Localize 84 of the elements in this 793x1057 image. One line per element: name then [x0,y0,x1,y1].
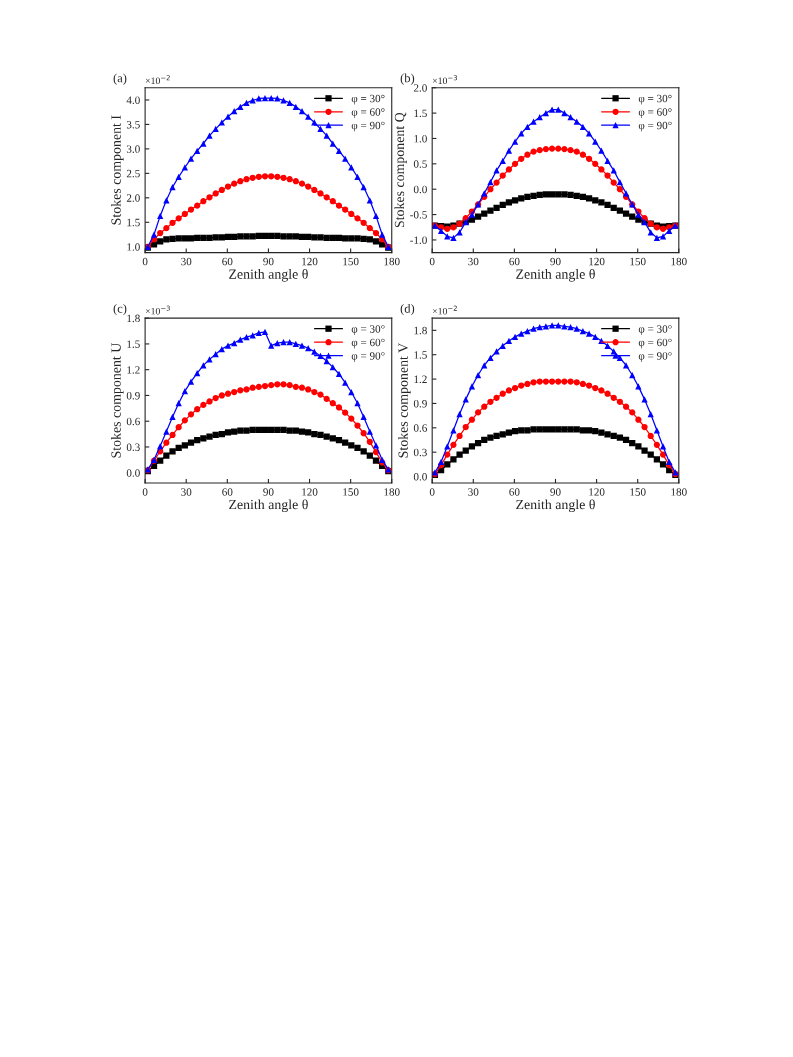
y-tick-label: 0.9 [126,391,140,400]
legend-label: φ = 90° [638,121,672,132]
y-tick-label: 0.5 [413,160,427,168]
x-tick-label: 150 [630,488,646,496]
x-tick-label: 90 [263,257,274,266]
x-tick-label: 90 [550,257,561,266]
y-tick-label: 1.5 [127,218,140,227]
legend-label: φ = 60° [351,108,385,119]
x-tick-label: 150 [343,488,359,496]
y-tick-label: 1.5 [414,351,427,359]
x-tick-label: 60 [222,257,233,266]
y-tick-label: 0.9 [413,399,427,408]
x-tick-label: 120 [302,488,318,496]
y-tick-label: 0.6 [413,424,427,432]
x-tick-label: 60 [509,488,520,496]
legend-label: φ = 60° [638,338,672,349]
x-tick-label: 0 [142,257,148,266]
y-tick-label: 1.5 [127,340,140,348]
legend-label: φ = 60° [351,338,385,349]
legend-label: φ = 90° [638,352,672,362]
text: ×10$^{−2}$ [432,305,457,315]
y-tick-label: 3.5 [126,120,140,129]
y-tick-label: 1.0 [414,134,427,143]
x-tick-label: 0 [429,488,435,496]
x-tick-label: 90 [263,488,274,496]
y-tick-label: -1.0 [410,236,427,244]
x-axis-title: Zenith angle θ [229,499,308,513]
x-tick-label: 60 [509,257,520,266]
x-tick-label: 30 [181,257,192,266]
x-axis-title: Zenith angle θ [229,268,308,282]
y-axis-title: Stokes component U [111,343,124,458]
x-tick-label: 180 [671,488,687,496]
y-tick-label: 0.0 [126,469,140,477]
y-tick-label: 1.8 [127,314,140,323]
x-tick-label: 0 [142,488,148,496]
x-axis-title: Zenith angle θ [516,499,595,513]
chart-title: (b) [400,73,415,85]
y-tick-label: 0.0 [413,473,427,481]
x-tick-label: 30 [468,257,479,266]
chart-title: (a) [113,73,127,85]
y-tick-label: 1.2 [414,375,427,384]
y-tick-label: 0.0 [413,185,427,194]
text: ×10$^{−3}$ [145,305,170,315]
x-tick-label: 0 [429,257,435,266]
x-tick-label: 120 [589,488,605,496]
y-tick-label: 1.8 [414,326,427,335]
legend-label: φ = 30° [351,325,385,335]
y-axis-title: Stokes component Q [394,112,407,228]
legend-label: φ = 30° [638,325,672,335]
legend-label: φ = 60° [638,108,672,119]
text: ×10$^{−3}$ [432,75,457,85]
x-tick-label: 150 [343,257,359,266]
y-tick-label: 1.2 [127,366,140,374]
text: ×10$^{−2}$ [145,75,170,85]
x-tick-label: 90 [550,488,561,496]
y-tick-label: 2.0 [413,84,427,92]
legend-label: φ = 30° [351,94,385,105]
x-tick-label: 180 [671,257,687,266]
x-tick-label: 180 [384,257,400,266]
x-tick-label: 180 [384,488,400,496]
y-tick-label: 0.6 [126,417,140,426]
y-tick-label: 0.3 [413,448,427,457]
y-tick-label: 1.5 [414,109,427,118]
legend-label: φ = 90° [351,352,385,362]
chart-title: (c) [113,303,127,316]
y-tick-label: 4.0 [126,96,140,104]
y-axis-title: Stokes component I [111,115,124,225]
legend-label: φ = 90° [351,121,385,132]
y-axis-title: Stokes component V [398,343,411,458]
y-tick-label: 2.5 [126,169,140,178]
y-tick-label: 1.0 [127,243,140,251]
x-tick-label: 120 [302,257,318,266]
legend-label: φ = 30° [638,94,672,105]
x-tick-label: 30 [181,488,192,496]
chart-title: (d) [400,303,415,316]
x-tick-label: 60 [222,488,233,496]
y-tick-label: 0.3 [126,443,140,451]
x-tick-label: 120 [589,257,605,266]
y-tick-label: 2.0 [126,194,140,202]
y-tick-label: 3.0 [126,145,140,153]
x-tick-label: 150 [630,257,646,266]
x-tick-label: 30 [468,488,479,496]
x-axis-title: Zenith angle θ [516,268,595,282]
y-tick-label: -0.5 [410,211,427,219]
